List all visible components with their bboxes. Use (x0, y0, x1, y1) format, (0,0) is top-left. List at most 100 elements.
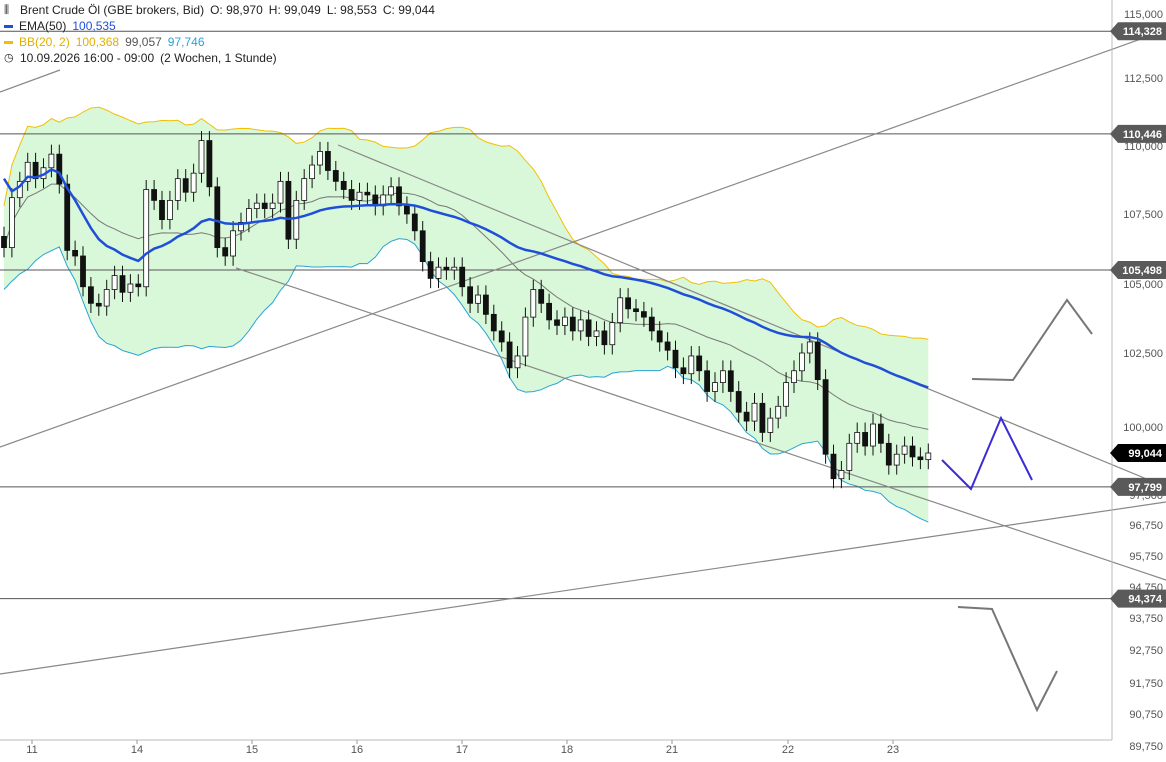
candle-body (24, 161, 31, 182)
candle-body (593, 330, 600, 337)
candle-body (522, 316, 529, 357)
candle-body (198, 140, 205, 174)
candle-body (735, 391, 742, 413)
candle-body (245, 208, 252, 223)
candle-body (238, 221, 244, 232)
candle-body (925, 452, 932, 461)
level-label-tag (1110, 22, 1166, 41)
legend-period-row: ◷ 10.09.2026 16:00 - 09:00 (2 Wochen, 1 … (4, 50, 441, 66)
candle-body (648, 316, 655, 332)
projection-blue-zigzag (941, 415, 1033, 491)
x-tick-label: 15 (246, 744, 258, 756)
candle-body (356, 191, 363, 201)
trendline-0 (0, 29, 1166, 448)
candle-body (712, 382, 718, 392)
candle-body (230, 230, 237, 257)
level-label-text: 110,446 (1123, 129, 1162, 141)
candle-body (562, 316, 568, 326)
y-tick-label: 107,500 (1123, 209, 1163, 221)
candle-body (838, 470, 845, 480)
candle-body (214, 186, 221, 249)
trendline-2 (235, 267, 1166, 581)
candlestick-icon: ⫼ (4, 4, 10, 16)
candle-body (253, 202, 260, 209)
candle-body (830, 453, 837, 480)
candle-body (490, 313, 497, 332)
candle-body (743, 411, 750, 422)
candle-body (878, 423, 884, 444)
candle-body (609, 322, 616, 346)
legend-ema-row[interactable]: EMA(50) 100,535 (4, 18, 441, 34)
candle-body (166, 199, 173, 220)
trendline-3 (337, 144, 1166, 488)
y-tick-label: 89,750 (1129, 741, 1163, 753)
y-tick-label: 92,750 (1129, 645, 1163, 657)
candle-body (585, 319, 592, 337)
bb-middle-line (3, 183, 929, 430)
candle-body (514, 355, 521, 369)
candle-body (419, 230, 426, 263)
x-tick-label: 17 (456, 744, 468, 756)
candle-body (617, 297, 624, 324)
candle-body (103, 289, 110, 307)
candle-body (190, 172, 197, 193)
candle-body (577, 319, 584, 332)
level-label-text: 105,498 (1122, 265, 1162, 277)
ema-swatch (4, 24, 13, 28)
legend-bb-row[interactable]: BB(20, 2) 100,368 99,057 97,746 (4, 34, 441, 50)
clock-icon: ◷ (4, 52, 14, 64)
candle-body (680, 367, 687, 375)
candle-body (16, 180, 23, 199)
ohlc-low: L: 98,553 (326, 3, 377, 17)
bb-upper-line (3, 106, 929, 340)
candle-body (261, 202, 268, 209)
candle-body (95, 302, 102, 307)
trendline-4 (0, 69, 61, 93)
candle-body (870, 423, 876, 447)
candle-body (751, 402, 758, 422)
candle-body (775, 405, 782, 419)
candle-body (151, 189, 158, 201)
candle-body (641, 311, 647, 318)
candle-body (332, 170, 339, 182)
level-label-tag (1110, 589, 1166, 608)
legend-instrument-row: ⫼ Brent Crude Öl (GBE brokers, Bid) O: 9… (4, 2, 441, 18)
candle-body (554, 319, 560, 326)
candle-body (909, 445, 916, 458)
period-note: (2 Wochen, 1 Stunde) (160, 51, 277, 65)
candle-body (704, 370, 710, 392)
candle-body (222, 247, 229, 257)
candle-body (285, 180, 292, 240)
current-price-label-text: 99,044 (1128, 448, 1163, 460)
bb-mid-value: 99,057 (125, 35, 162, 49)
x-tick-label: 23 (887, 744, 899, 756)
candle-body (388, 186, 395, 196)
x-tick-label: 14 (131, 744, 143, 756)
candle-body (206, 140, 213, 188)
candle-body (443, 266, 450, 271)
candle-body (625, 297, 631, 310)
candle-body (88, 286, 94, 304)
candle-body (467, 286, 474, 304)
candle-body (799, 352, 805, 372)
candle-body (340, 180, 347, 190)
candle-body (917, 456, 924, 461)
candle-body (48, 153, 55, 169)
candle-body (664, 341, 671, 351)
x-tick-label: 16 (351, 744, 363, 756)
y-tick-label: 91,750 (1129, 678, 1163, 690)
candle-body (862, 432, 868, 447)
x-tick-label: 18 (561, 744, 573, 756)
bb-lower-value: 97,746 (167, 35, 205, 49)
candle-body (119, 275, 126, 293)
candle-body (56, 153, 63, 185)
x-tick-label: 11 (26, 744, 37, 756)
level-label-tag (1110, 261, 1166, 280)
candle-body (364, 191, 371, 196)
ema-value: 100,535 (72, 19, 116, 33)
level-label-text: 94,374 (1128, 594, 1163, 606)
candle-body (159, 199, 165, 220)
candle-body (111, 275, 118, 290)
level-label-tag (1110, 124, 1166, 143)
